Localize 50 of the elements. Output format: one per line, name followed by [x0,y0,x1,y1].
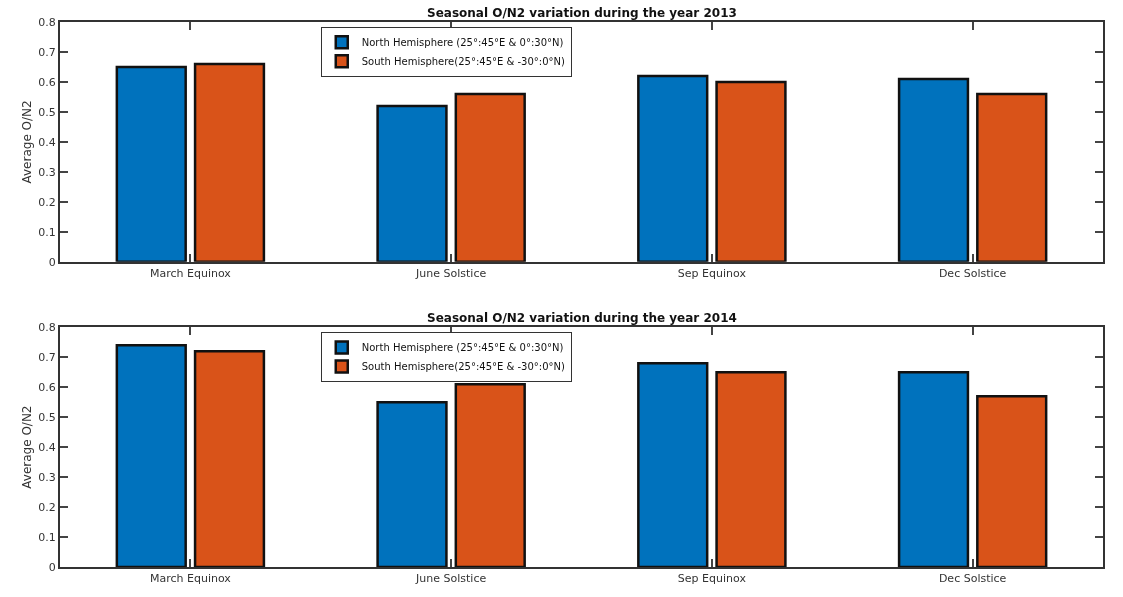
bar [897,370,970,567]
y-tick-label: 0.7 [38,351,56,365]
y-tick-label: 0.7 [38,45,56,59]
bar [115,65,187,262]
legend-label: South Hemisphere(25°:45°E & -30°:0°N) [361,56,566,68]
y-tick-label: 0.4 [38,135,56,149]
bar [976,394,1048,567]
x-tick-label: Dec Solstice [938,572,1007,586]
bar [193,62,266,262]
bar [715,80,787,262]
y-tick-label: 0 [48,560,56,574]
x-tick-label: June Solstice [415,267,487,280]
bar [976,92,1048,262]
y-tick-label: 0.5 [38,105,56,119]
bar [897,77,970,262]
y-tick-label: 0.1 [38,225,56,239]
bar [637,74,709,262]
bar [193,349,266,567]
chart-title: Seasonal O/N2 variation during the year 2013 [427,6,737,20]
y-tick-label: 0.4 [38,440,56,454]
y-tick-label: 0.2 [38,500,56,514]
y-tick-label: 0 [48,255,56,269]
bar [115,343,187,567]
y-axis-title: Average O/N2 [20,405,35,489]
legend-label: North Hemisphere (25°:45°E & 0°:30°N) [361,37,564,49]
x-tick-label: June Solstice [415,572,487,586]
y-tick-label: 0.8 [38,15,56,29]
bar [376,400,448,567]
x-tick-label: Dec Solstice [938,267,1007,280]
y-tick-label: 0.2 [38,195,56,209]
y-tick-label: 0.1 [38,530,56,544]
bar [454,382,526,567]
chart-title: Seasonal O/N2 variation during the year 2014 [427,311,737,325]
y-tick-label: 0.5 [38,410,56,424]
legend-label: South Hemisphere(25°:45°E & -30°:0°N) [361,361,566,373]
bar [637,361,709,567]
y-axis-title: Average O/N2 [20,100,35,184]
bar [376,104,448,262]
bar [715,370,787,567]
x-tick-label: March Equinox [149,572,232,586]
x-tick-label: Sep Equinox [677,572,747,586]
y-tick-label: 0.6 [38,381,56,394]
y-tick-label: 0.6 [38,75,56,89]
y-tick-label: 0.3 [38,470,56,484]
legend-label: North Hemisphere (25°:45°E & 0°:30°N) [361,342,564,354]
y-tick-label: 0.3 [38,165,56,179]
bar [454,92,526,262]
y-tick-label: 0.8 [38,321,56,335]
x-tick-label: March Equinox [149,267,232,280]
x-tick-label: Sep Equinox [677,267,747,280]
